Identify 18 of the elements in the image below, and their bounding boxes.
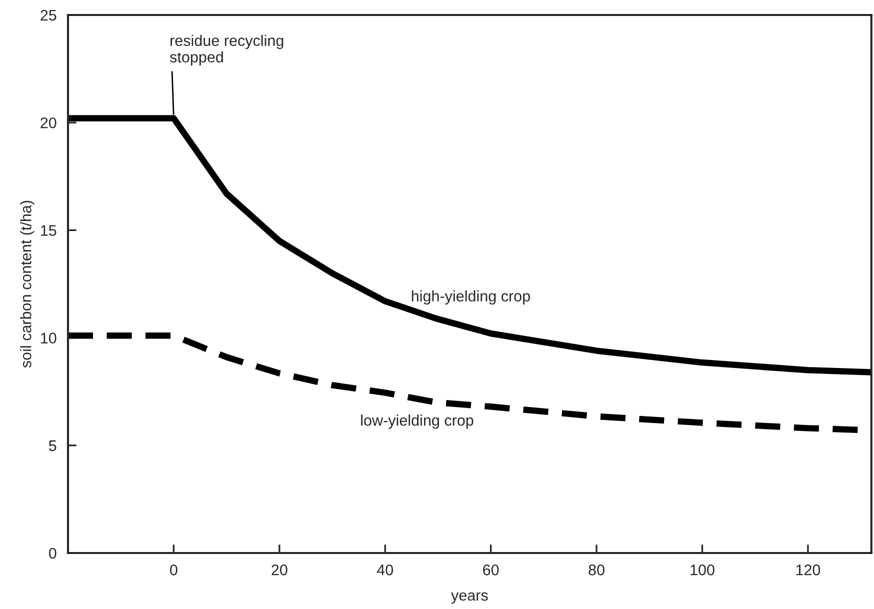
y-tick-label: 5 bbox=[49, 440, 56, 452]
x-tick-label: 100 bbox=[690, 564, 714, 576]
x-tick-label: 120 bbox=[796, 564, 820, 576]
y-tick-label: 10 bbox=[41, 332, 56, 344]
y-tick-label: 0 bbox=[48, 548, 56, 559]
y-tick-label: 15 bbox=[41, 225, 56, 236]
x-tick-label: 60 bbox=[483, 564, 499, 576]
annotation: residue recycling stopped bbox=[170, 34, 284, 66]
x-tick-label: 0 bbox=[170, 564, 178, 576]
series-label: high-yielding crop bbox=[412, 290, 530, 305]
y-tick-label: 25 bbox=[40, 10, 56, 21]
y-tick-label: 20 bbox=[40, 117, 56, 128]
x-tick-label: 80 bbox=[588, 564, 604, 576]
y-axis-title: soil carbon content (t/ha) bbox=[20, 200, 34, 368]
x-axis-title: years bbox=[451, 592, 488, 604]
series-label: low-yielding crop bbox=[361, 414, 474, 429]
x-tick-label: 40 bbox=[376, 564, 394, 576]
x-tick-label: 20 bbox=[272, 564, 288, 576]
